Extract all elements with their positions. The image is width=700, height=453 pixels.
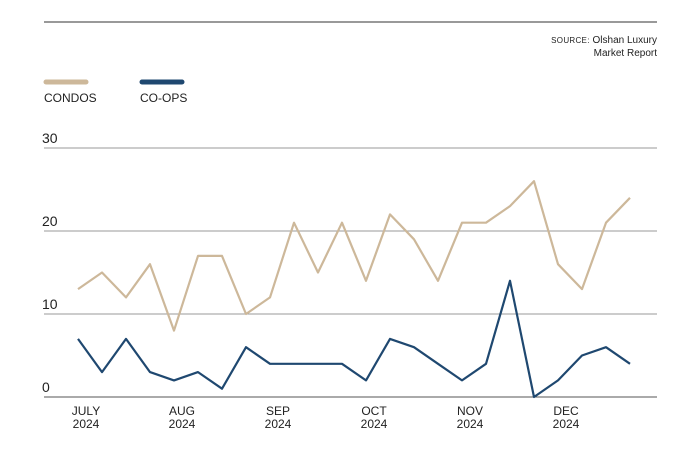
x-tick-label: AUG 2024 — [168, 404, 196, 431]
source: SOURCE: Olshan Luxury Market Report — [547, 34, 657, 60]
line-series — [77, 180, 631, 332]
x-tick-label: DEC 2024 — [552, 404, 580, 431]
x-tick-label: OCT 2024 — [360, 404, 388, 431]
y-tick-label: 30 — [42, 130, 58, 146]
source-text: Olshan Luxury Market Report — [592, 35, 657, 59]
line-series — [77, 279, 631, 399]
y-tick-label: 0 — [42, 379, 50, 395]
x-tick-label: SEP 2024 — [264, 404, 292, 431]
legend-label: CO-OPS — [140, 91, 187, 105]
y-tick-label: 20 — [42, 213, 58, 229]
x-tick-label: JULY 2024 — [71, 404, 101, 431]
source-label: SOURCE: — [551, 36, 590, 45]
x-tick-label: NOV 2024 — [456, 404, 484, 431]
y-tick-label: 10 — [42, 296, 58, 312]
legend-label: CONDOS — [44, 91, 97, 105]
